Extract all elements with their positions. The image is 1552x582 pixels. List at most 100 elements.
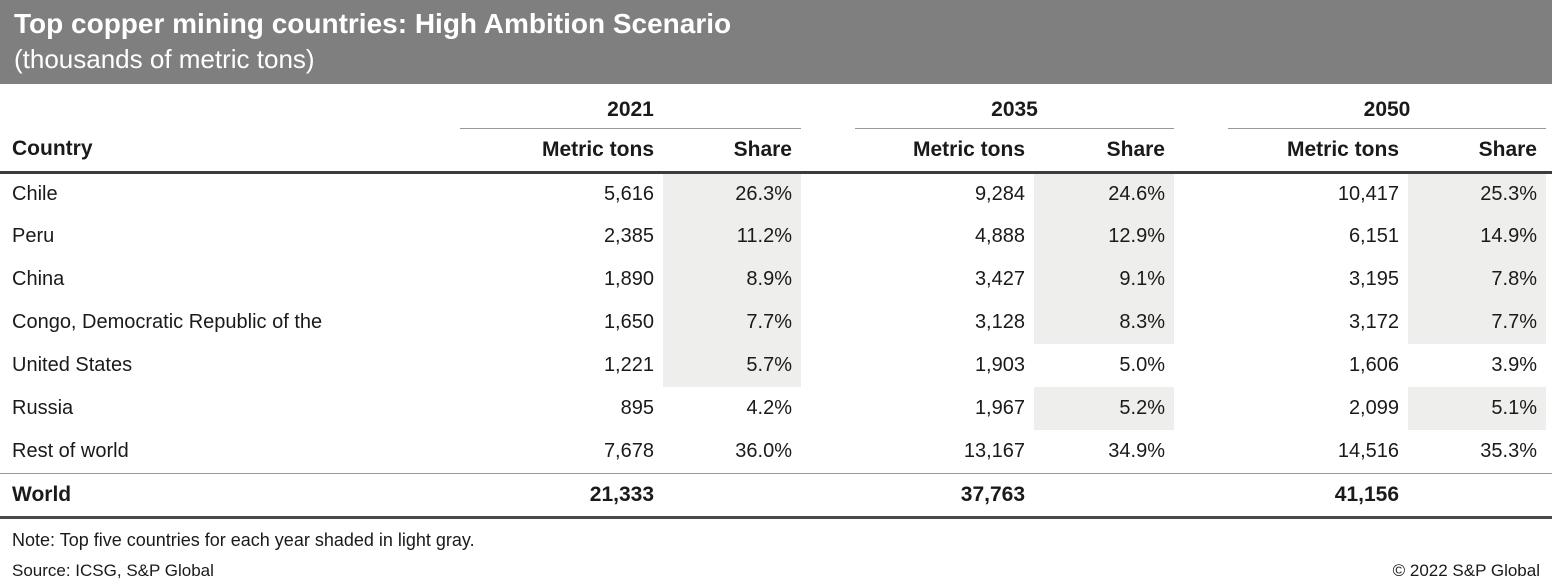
column-gap xyxy=(801,473,855,519)
share-cell: 5.0% xyxy=(1119,354,1165,376)
share-cell: 8.3% xyxy=(1034,301,1174,344)
footer-row: Source: ICSG, S&P Global © 2022 S&P Glob… xyxy=(12,560,1540,582)
metric-tons-cell: 3,128 xyxy=(974,311,1025,333)
country-cell: United States xyxy=(12,354,133,376)
country-cell: China xyxy=(12,268,65,290)
share-cell: 24.6% xyxy=(1034,172,1174,215)
table-row: United States 1,221 5.7% 1,903 5.0% 1,60… xyxy=(0,344,1552,387)
column-gap xyxy=(1174,90,1228,128)
column-gap xyxy=(801,90,855,128)
metric-tons-cell: 7,678 xyxy=(460,430,663,474)
page-title: Top copper mining countries: High Ambiti… xyxy=(14,8,732,39)
edge-spacer xyxy=(1546,90,1552,128)
country-cell: Russia xyxy=(12,397,74,419)
column-gap xyxy=(801,344,855,387)
column-gap xyxy=(1174,258,1228,301)
year-header-2050: 2050 xyxy=(1228,90,1546,129)
table-row: Rest of world 7,678 36.0% 13,167 34.9% 1… xyxy=(0,430,1552,474)
column-gap xyxy=(1174,215,1228,258)
column-gap xyxy=(1174,430,1228,474)
edge-spacer xyxy=(1546,344,1552,387)
edge-spacer xyxy=(1546,473,1552,519)
col-header-share-2050: Share xyxy=(1408,128,1546,174)
table-note: Note: Top five countries for each year s… xyxy=(12,529,475,550)
metric-tons-cell: 5,616 xyxy=(603,182,654,205)
column-gap xyxy=(1174,172,1228,215)
metric-tons-cell: 4,888 xyxy=(974,225,1025,247)
share-cell: 11.2% xyxy=(663,215,801,258)
share-cell: 5.2% xyxy=(1034,387,1174,430)
column-gap xyxy=(801,172,855,215)
edge-spacer xyxy=(1546,128,1552,174)
metric-tons-cell: 1,221 xyxy=(603,354,654,376)
country-cell: Rest of world xyxy=(0,430,460,474)
col-header-share-2035: Share xyxy=(1034,128,1174,174)
col-header-metric-tons-2021: Metric tons xyxy=(460,128,663,174)
metric-tons-cell: 14,516 xyxy=(1228,430,1408,474)
page-subtitle: (thousands of metric tons) xyxy=(14,44,315,74)
world-metric-tons-2035: 37,763 xyxy=(855,473,1034,519)
edge-spacer xyxy=(1546,172,1552,215)
share-cell: 25.3% xyxy=(1408,172,1546,215)
world-metric-tons-2021: 21,333 xyxy=(460,473,663,519)
edge-spacer xyxy=(1546,301,1552,344)
world-total-row: World 21,333 37,763 41,156 xyxy=(0,473,1552,519)
metric-tons-cell: 3,172 xyxy=(1348,311,1399,333)
share-cell: 26.3% xyxy=(663,172,801,215)
metric-tons-cell: 2,385 xyxy=(603,225,654,247)
share-cell: 36.0% xyxy=(663,430,801,474)
table-row: China 1,890 8.9% 3,427 9.1% 3,195 7.8% xyxy=(0,258,1552,301)
share-cell: 7.7% xyxy=(663,301,801,344)
metric-tons-cell: 1,903 xyxy=(974,354,1025,376)
edge-spacer xyxy=(1546,215,1552,258)
metric-tons-cell: 1,650 xyxy=(603,311,654,333)
year-header-row: 2021 2035 2050 xyxy=(0,90,1552,129)
country-cell: Chile xyxy=(12,182,58,205)
empty-cell xyxy=(663,473,801,519)
metric-tons-cell: 9,284 xyxy=(974,182,1025,205)
share-cell: 7.7% xyxy=(1408,301,1546,344)
table-row: Chile 5,616 26.3% 9,284 24.6% 10,417 25.… xyxy=(0,172,1552,215)
column-gap xyxy=(801,215,855,258)
empty-cell xyxy=(1034,473,1174,519)
column-gap xyxy=(801,387,855,430)
edge-spacer xyxy=(1546,387,1552,430)
edge-spacer xyxy=(1546,258,1552,301)
column-gap xyxy=(801,258,855,301)
world-metric-tons-2050: 41,156 xyxy=(1228,473,1408,519)
metric-tons-cell: 1,890 xyxy=(603,268,654,290)
col-header-share-2021: Share xyxy=(663,128,801,174)
metric-tons-cell: 1,606 xyxy=(1348,354,1399,376)
table-row: Russia 895 4.2% 1,967 5.2% 2,099 5.1% xyxy=(0,387,1552,430)
share-cell: 5.1% xyxy=(1408,387,1546,430)
share-cell: 9.1% xyxy=(1034,258,1174,301)
metric-tons-cell: 1,967 xyxy=(974,397,1025,419)
year-header-2035: 2035 xyxy=(855,90,1174,129)
share-cell: 3.9% xyxy=(1491,354,1537,376)
copyright-text: © 2022 S&P Global xyxy=(1392,560,1540,580)
share-cell: 35.3% xyxy=(1408,430,1546,474)
share-cell: 5.7% xyxy=(663,344,801,387)
column-gap xyxy=(1174,344,1228,387)
share-cell: 12.9% xyxy=(1034,215,1174,258)
col-header-country: Country xyxy=(0,128,460,174)
edge-spacer xyxy=(1546,430,1552,474)
country-cell: Congo, Democratic Republic of the xyxy=(12,311,323,333)
table-row: Peru 2,385 11.2% 4,888 12.9% 6,151 14.9% xyxy=(0,215,1552,258)
column-gap xyxy=(1174,473,1228,519)
metric-tons-cell: 10,417 xyxy=(1337,182,1399,205)
source-text: Source: ICSG, S&P Global xyxy=(12,560,214,580)
metric-tons-cell: 895 xyxy=(620,397,654,419)
column-gap xyxy=(1174,128,1228,174)
col-header-metric-tons-2035: Metric tons xyxy=(855,128,1034,174)
share-cell: 14.9% xyxy=(1408,215,1546,258)
year-header-2021: 2021 xyxy=(460,90,801,129)
column-gap xyxy=(801,128,855,174)
title-banner: Top copper mining countries: High Ambiti… xyxy=(0,0,1552,84)
year-row-country-spacer xyxy=(0,90,460,128)
metric-tons-cell: 2,099 xyxy=(1348,397,1399,419)
column-gap xyxy=(801,430,855,474)
column-gap xyxy=(801,301,855,344)
column-gap xyxy=(1174,301,1228,344)
table-row: Congo, Democratic Republic of the 1,650 … xyxy=(0,301,1552,344)
